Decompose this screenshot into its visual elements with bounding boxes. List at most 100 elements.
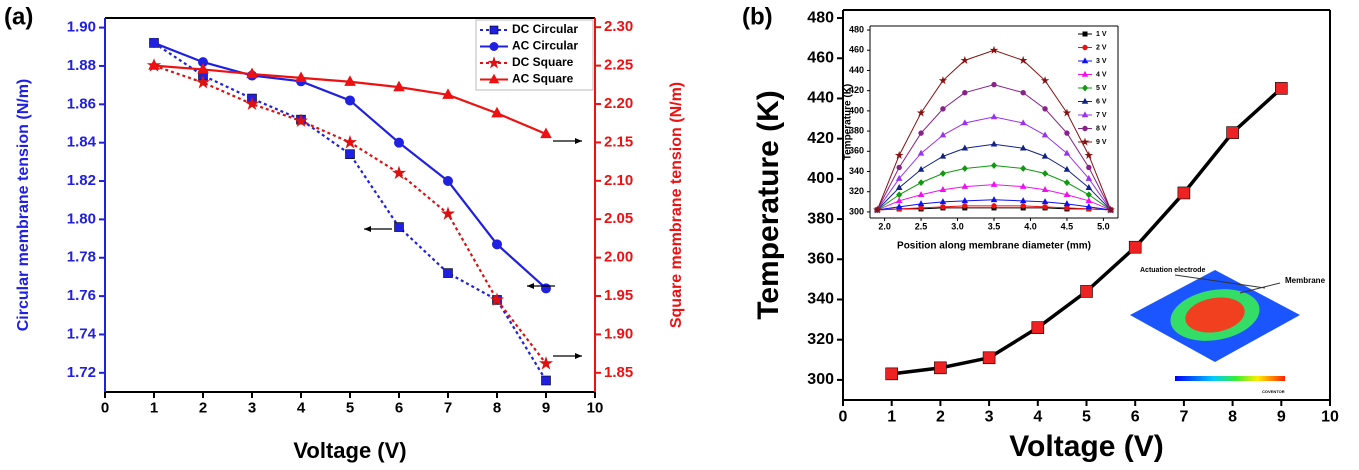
x-axis-label: Voltage (V) xyxy=(1009,430,1163,463)
marker xyxy=(1082,125,1088,132)
legend-label: 1 V xyxy=(1096,31,1107,38)
marker xyxy=(918,205,924,211)
y2-tick-label: 2.25 xyxy=(604,57,633,74)
x-tick-label: 4.0 xyxy=(1024,222,1037,232)
marker xyxy=(246,67,258,79)
y-tick-label: 380 xyxy=(807,210,834,227)
x-tick-label: 1 xyxy=(887,408,896,425)
marker xyxy=(538,356,554,370)
marker xyxy=(440,206,456,220)
y2-tick-label: 2.00 xyxy=(604,249,633,266)
marker xyxy=(393,80,405,92)
marker xyxy=(487,56,501,69)
legend-label: 9 V xyxy=(1096,139,1107,146)
marker xyxy=(940,204,946,210)
marker xyxy=(917,179,925,187)
y-tick-label: 440 xyxy=(849,65,864,75)
y-tick-label: 1.88 xyxy=(67,57,96,74)
marker xyxy=(541,283,551,294)
y-axis-label: Temperature (K) xyxy=(752,90,785,319)
marker xyxy=(1063,191,1071,198)
marker xyxy=(1019,119,1027,126)
marker xyxy=(1085,197,1093,204)
marker xyxy=(939,198,947,205)
marker xyxy=(895,174,903,181)
marker xyxy=(918,130,924,136)
x-tick-label: 9 xyxy=(1277,408,1286,425)
marker xyxy=(1081,111,1089,118)
marker xyxy=(442,88,454,99)
marker xyxy=(990,162,998,169)
marker xyxy=(961,165,968,172)
panel: 0 1 2 3 4 5 6 7 8 9 10 300 320 340 360 380 400 420 440 460 4… xyxy=(742,3,1339,463)
legend-label: AC Circular xyxy=(512,39,578,53)
y2-tick-label: 1.95 xyxy=(604,287,633,304)
x-tick-label: 7 xyxy=(1179,408,1188,425)
marker xyxy=(1063,149,1071,156)
marker xyxy=(1082,44,1088,51)
y-tick-label: 300 xyxy=(849,206,864,216)
legend-label: 4 V xyxy=(1096,71,1107,78)
marker xyxy=(962,89,968,96)
marker xyxy=(1080,285,1093,298)
x-tick-label: 7 xyxy=(444,399,452,416)
marker xyxy=(961,119,969,126)
x-tick-label: 3.5 xyxy=(988,222,1001,232)
marker xyxy=(195,75,211,89)
legend-label: 3 V xyxy=(1096,58,1107,65)
x-tick-label: 2.0 xyxy=(878,222,891,232)
marker xyxy=(939,186,947,192)
y-tick-label: 420 xyxy=(807,130,834,147)
y2-axis-label: Square membrane tension (N/m) xyxy=(668,82,685,328)
marker xyxy=(1020,203,1026,209)
y-tick-label: 340 xyxy=(849,166,864,176)
marker xyxy=(1063,165,1071,172)
marker xyxy=(1275,82,1288,95)
marker xyxy=(990,180,998,187)
marker xyxy=(1018,55,1028,64)
y2-tick-label: 2.10 xyxy=(604,172,633,189)
legend-label: 5 V xyxy=(1096,85,1107,92)
x-tick-label: 2 xyxy=(936,408,945,425)
marker xyxy=(489,42,499,51)
y-tick-label: 460 xyxy=(849,45,864,55)
y-tick-label: 340 xyxy=(807,291,834,308)
y-tick-label: 1.90 xyxy=(67,19,96,36)
marker xyxy=(1042,106,1048,112)
marker xyxy=(990,140,998,147)
marker xyxy=(1226,126,1239,139)
legend-label: 6 V xyxy=(1096,98,1107,105)
marker xyxy=(1063,179,1071,187)
marker xyxy=(962,203,968,209)
y-tick-label: 1.72 xyxy=(67,364,96,381)
marker xyxy=(917,200,925,207)
x-tick-label: 5 xyxy=(1082,408,1091,425)
legend-label: 8 V xyxy=(1096,125,1107,132)
x-tick-label: 8 xyxy=(1228,408,1237,425)
marker xyxy=(197,63,209,74)
annotation: Membrane xyxy=(1285,276,1326,285)
x-tick-label: 0 xyxy=(101,399,109,416)
marker xyxy=(148,59,160,70)
marker xyxy=(295,71,307,83)
y-tick-label: 460 xyxy=(807,49,834,66)
marker xyxy=(1019,144,1027,151)
marker xyxy=(491,106,503,118)
y-tick-label: 1.76 xyxy=(67,287,96,304)
pointer xyxy=(1174,274,1266,289)
arrow-head xyxy=(364,226,371,232)
legend-label: 2 V xyxy=(1096,44,1107,51)
y-axis-label: Circular membrane tension (N/m) xyxy=(15,79,32,332)
x-tick-label: 2 xyxy=(199,399,207,416)
y2-tick-label: 1.85 xyxy=(604,364,633,381)
legend-label: 7 V xyxy=(1096,112,1107,119)
marker xyxy=(1040,76,1050,85)
marker xyxy=(1020,165,1027,172)
marker xyxy=(293,113,309,127)
y2-tick-label: 2.30 xyxy=(604,18,633,35)
marker xyxy=(991,203,997,209)
y-tick-label: 380 xyxy=(849,125,864,135)
x-tick-label: 9 xyxy=(542,399,550,416)
marker xyxy=(244,96,260,111)
